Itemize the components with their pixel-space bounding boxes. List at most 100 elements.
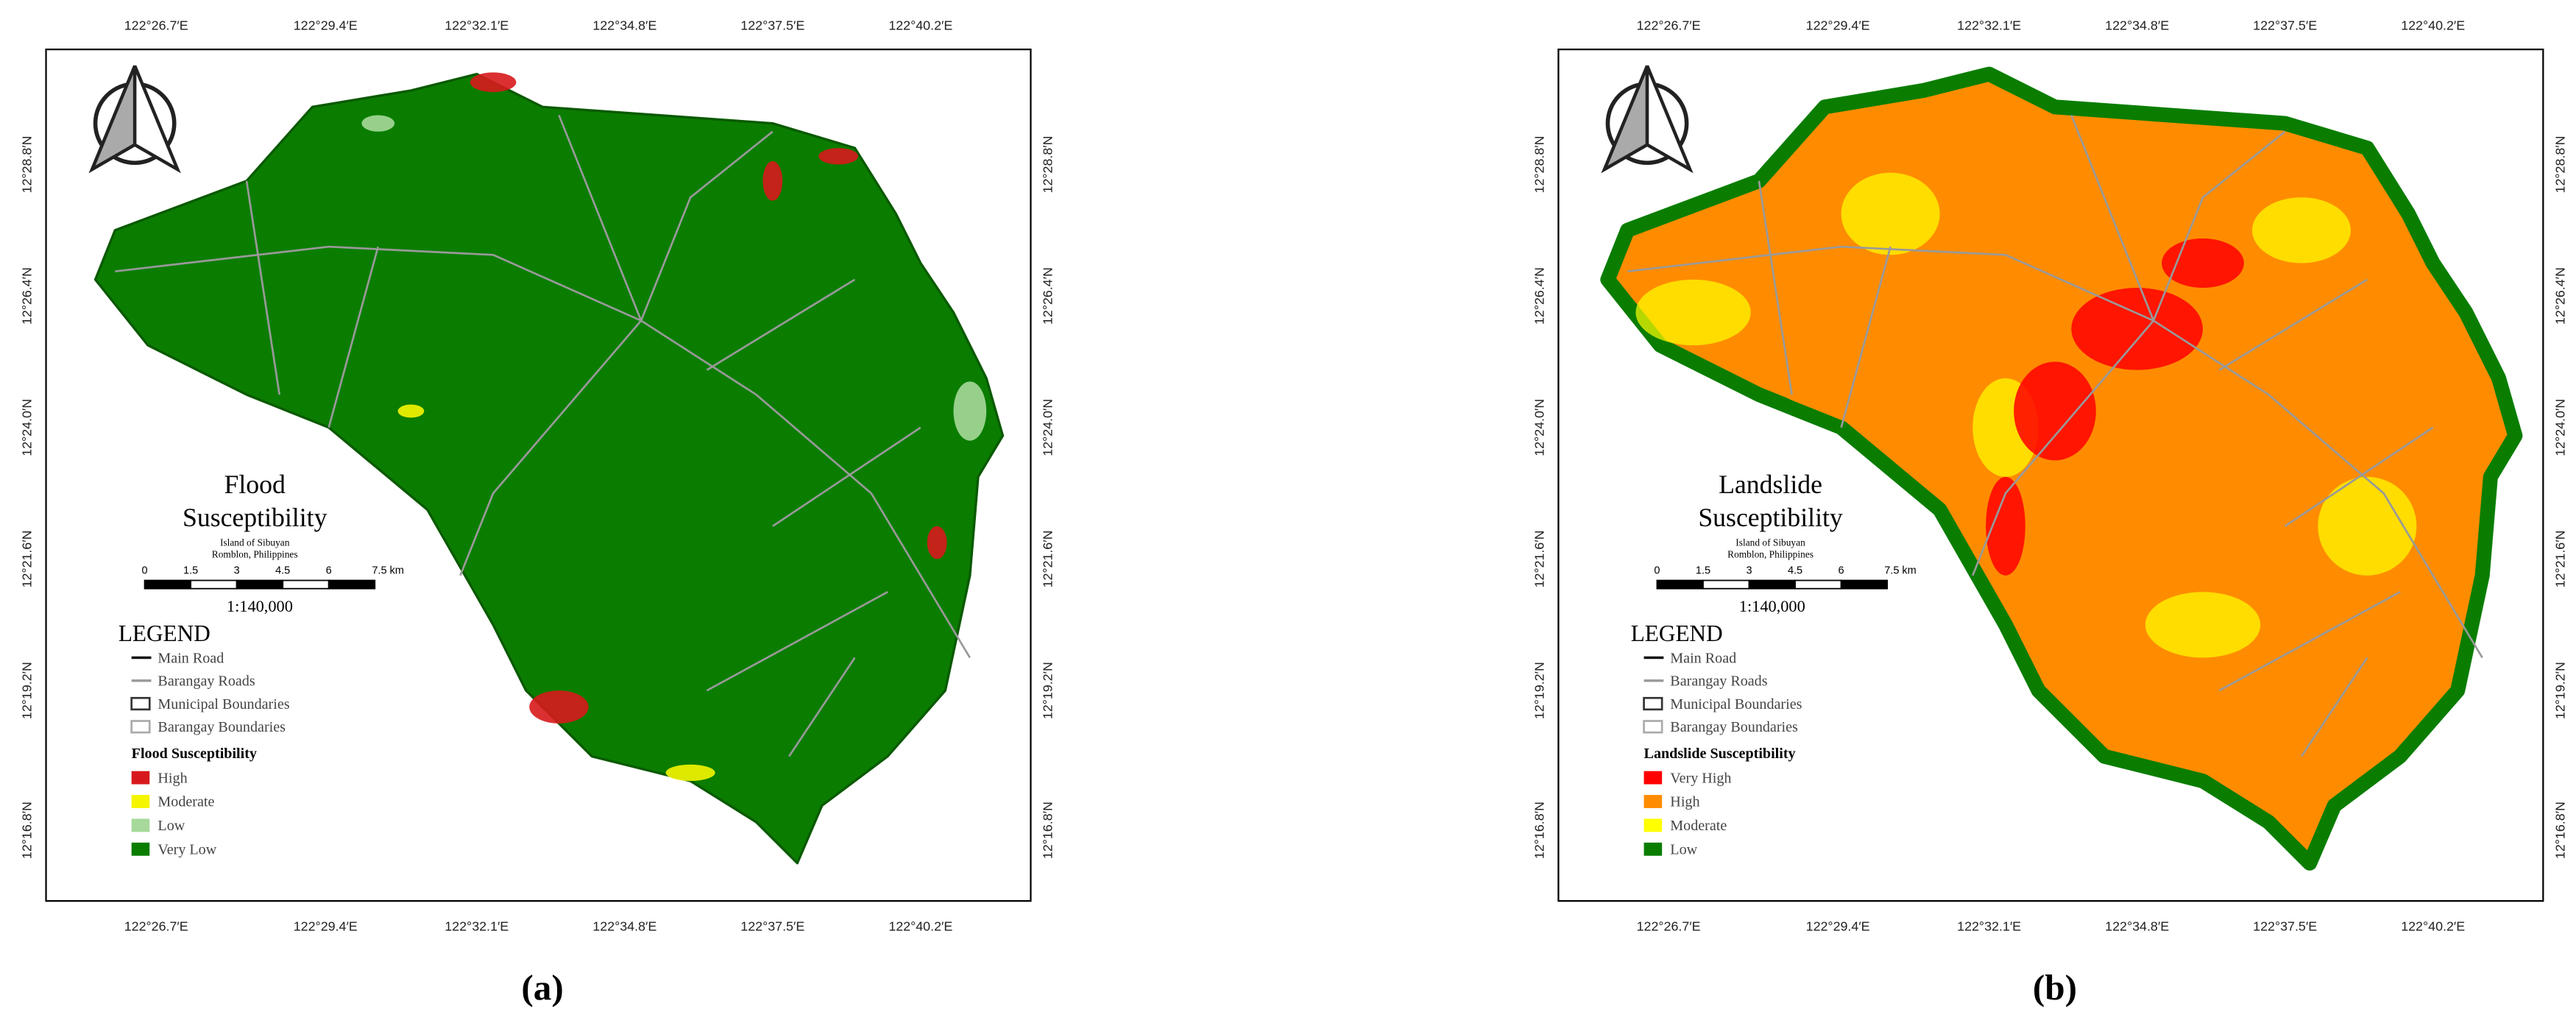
legend-symbol [130,696,151,711]
legend-label: Main Road [1670,650,1736,666]
latitude-label: 12°16.8′N [1532,802,1546,859]
scale-segment [236,579,284,590]
map-subtitle: Romblon, Philippines [1727,548,1814,559]
road [706,591,888,692]
flood-zone [818,148,858,165]
legend-symbol [130,720,151,734]
moderate-zone [1841,172,1940,255]
road [2218,591,2401,692]
latitude-label: 12°28.8′N [1040,135,1055,193]
north-arrow [1645,65,1694,174]
longitude-label: 122°29.4′E [1806,919,1870,933]
legend-class-title: Flood Susceptibility [132,746,257,762]
longitude-label: 122°29.4′E [1806,18,1870,32]
scale-label: 7.5 km [1884,565,1917,577]
scale-ratio: 1:140,000 [227,597,293,615]
legend-title: LEGEND [118,620,210,646]
scale-label: 0 [142,565,148,577]
legend-class-title: Landslide Susceptibility [1644,746,1796,762]
latitude-label: 12°26.4′N [1040,267,1055,325]
moderate-zone [2251,197,2352,263]
longitude-label: 122°29.4′E [294,18,358,32]
map-subtitle: Island of Sibuyan [1735,537,1805,548]
legend-label: Municipal Boundaries [158,696,289,712]
road [1840,246,1892,428]
longitude-label: 122°40.2′E [2401,919,2465,933]
scale-label: 1.5 [1696,565,1710,577]
latitude-label: 12°24.0′N [1040,399,1055,456]
latitude-label: 12°28.8′N [2552,135,2567,193]
map-title: Landslide [1719,470,1822,499]
longitude-label: 122°26.7′E [124,18,188,32]
latitude-label: 12°19.2′N [1040,662,1055,719]
legend-label: Municipal Boundaries [1670,696,1802,712]
longitude-label: 122°37.5′E [2253,919,2317,933]
latitude-label: 12°19.2′N [1532,662,1546,719]
flood-zone [470,72,517,93]
panel-caption: (b) [2033,967,2077,1008]
latitude-label: 12°19.2′N [2552,662,2567,719]
longitude-label: 122°34.8′E [592,18,657,32]
longitude-label: 122°40.2′E [888,18,952,32]
longitude-label: 122°29.4′E [294,919,358,933]
legend-label: Low [1670,841,1697,857]
scale-label: 0 [1654,565,1660,577]
legend-swatch [131,795,150,808]
longitude-label: 122°32.1′E [445,18,509,32]
legend-swatch [1643,771,1663,785]
scale-segment [1656,579,1704,590]
latitude-label: 12°16.8′N [2552,802,2567,859]
legend-swatch [131,818,150,832]
road [2300,657,2368,757]
map-subtitle: Island of Sibuyan [220,537,290,548]
legend-label: Barangay Boundaries [1670,719,1798,735]
very-high-zone [2014,361,2096,461]
legend-swatch [1643,842,1663,856]
road [2218,278,2368,371]
legend-swatch [131,771,150,785]
map-subtitle: Romblon, Philippines [212,548,298,559]
longitude-label: 122°32.1′E [1957,919,2021,933]
longitude-label: 122°40.2′E [888,919,952,933]
scale-segment [1794,579,1842,590]
latitude-label: 12°24.0′N [2552,399,2567,456]
legend-label: Barangay Roads [158,673,255,690]
legend-symbol [1643,720,1663,734]
longitude-label: 122°32.1′E [1957,18,2021,32]
latitude-label: 12°28.8′N [19,135,34,193]
legend-label: High [158,770,187,786]
legend-label: High [1670,794,1699,810]
map-panel: 122°26.7′E 122°26.7′E 122°29.4′E 122°29.4′E… [19,18,1055,1008]
scale-label: 7.5 km [372,565,404,577]
longitude-label: 122°37.5′E [740,919,804,933]
latitude-label: 12°21.6′N [19,531,34,588]
legend-label: Moderate [158,794,214,810]
scale-label: 1.5 [183,565,198,577]
map-title: Susceptibility [1698,503,1843,532]
scale-segment [144,579,191,590]
island-core [1650,102,2494,836]
flood-zone [361,115,395,132]
very-high-zone [2071,288,2203,370]
legend-label: Low [158,818,185,834]
scale-segment [190,579,238,590]
map-panel: 122°26.7′E 122°26.7′E 122°29.4′E 122°29.4′E… [1532,18,2567,1008]
road [1972,319,2154,576]
scale-label: 4.5 [275,565,290,577]
moderate-zone [2145,592,2261,658]
road [788,657,856,757]
road [706,278,856,371]
moderate-zone [1635,279,1751,346]
longitude-label: 122°26.7′E [1637,18,1701,32]
north-arrow [132,65,181,174]
scale-ratio: 1:140,000 [1739,597,1805,615]
flood-zone [953,381,987,441]
longitude-label: 122°32.1′E [445,919,509,933]
scale-segment [282,579,330,590]
longitude-label: 122°40.2′E [2401,18,2465,32]
latitude-label: 12°16.8′N [19,802,34,859]
latitude-label: 12°26.4′N [1532,267,1546,325]
latitude-label: 12°28.8′N [1532,135,1546,193]
flood-zone [665,764,715,782]
scale-label: 3 [234,565,240,577]
